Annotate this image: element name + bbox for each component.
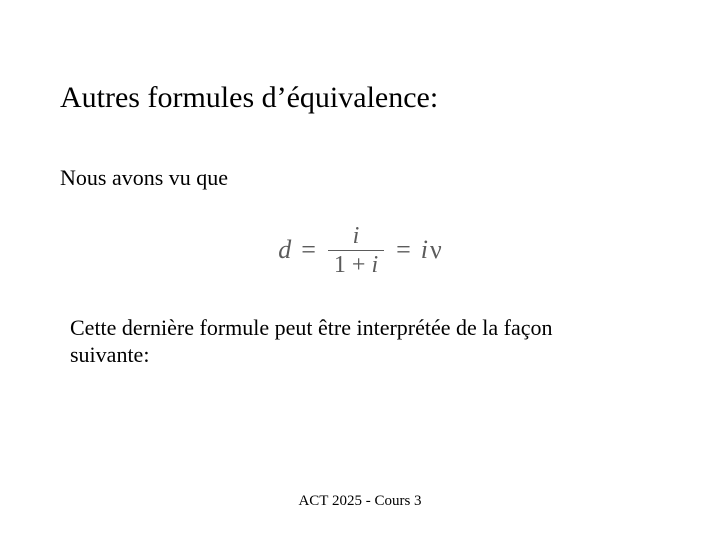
- intro-text: Nous avons vu que: [60, 164, 660, 192]
- formula-rhs-nu: ν: [428, 235, 442, 265]
- slide-footer: ACT 2025 - Cours 3: [0, 493, 720, 510]
- formula: d = i 1 + i = iν: [278, 222, 442, 279]
- fraction-denominator-1: 1 +: [334, 252, 372, 278]
- equals-sign-1: =: [295, 235, 322, 265]
- slide-title: Autres formules d’équivalence:: [60, 80, 660, 116]
- conclusion-text: Cette dernière formule peut être interpr…: [70, 314, 630, 369]
- equals-sign-2: =: [390, 235, 417, 265]
- formula-rhs-i: i: [421, 235, 428, 265]
- slide: Autres formules d’équivalence: Nous avon…: [0, 0, 720, 540]
- fraction-denominator-i: i: [371, 252, 378, 278]
- formula-lhs: d: [278, 235, 291, 265]
- formula-container: d = i 1 + i = iν: [60, 222, 660, 279]
- fraction-denominator: 1 + i: [328, 251, 384, 279]
- fraction-numerator: i: [328, 222, 384, 251]
- fraction: i 1 + i: [326, 222, 386, 279]
